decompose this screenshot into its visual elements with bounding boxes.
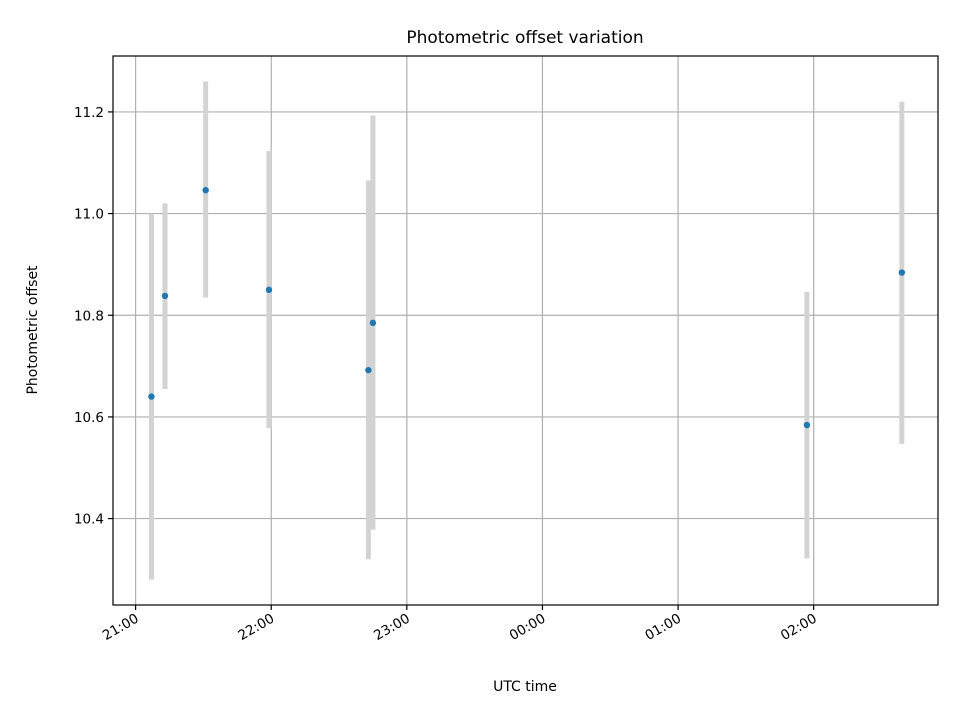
data-point [803,421,811,429]
data-point [202,187,209,194]
x-tick-label: 02:00 [778,611,820,644]
y-tick-label: 11.2 [74,105,104,121]
error-bars [148,81,905,580]
y-axis-title: Photometric offset [25,265,41,395]
x-axis-ticks: 21:00 22:00 23:00 00:00 01:00 02:00 [100,605,820,644]
data-point [265,286,273,294]
plot-area-frame [112,55,939,606]
x-tick-label: 22:00 [236,611,278,644]
data-point [148,393,155,400]
x-tick-label: 23:00 [371,611,413,644]
data-point [161,292,169,300]
y-tick-label: 10.6 [74,410,104,426]
data-point [898,269,906,276]
x-tick-label: 21:00 [100,611,142,644]
y-tick-label: 11.0 [74,207,104,223]
x-axis-title: UTC time [493,679,557,695]
grid [113,56,938,605]
x-tick-label: 01:00 [642,611,684,644]
data-point [369,319,377,327]
y-tick-label: 10.4 [74,512,104,528]
data-point [365,366,372,374]
y-axis-ticks: 10.4 10.6 10.8 11.0 11.2 [74,105,113,528]
x-tick-label: 00:00 [507,611,549,644]
chart-title: Photometric offset variation [406,28,643,48]
y-tick-label: 10.8 [74,308,104,324]
data-points [148,187,906,429]
